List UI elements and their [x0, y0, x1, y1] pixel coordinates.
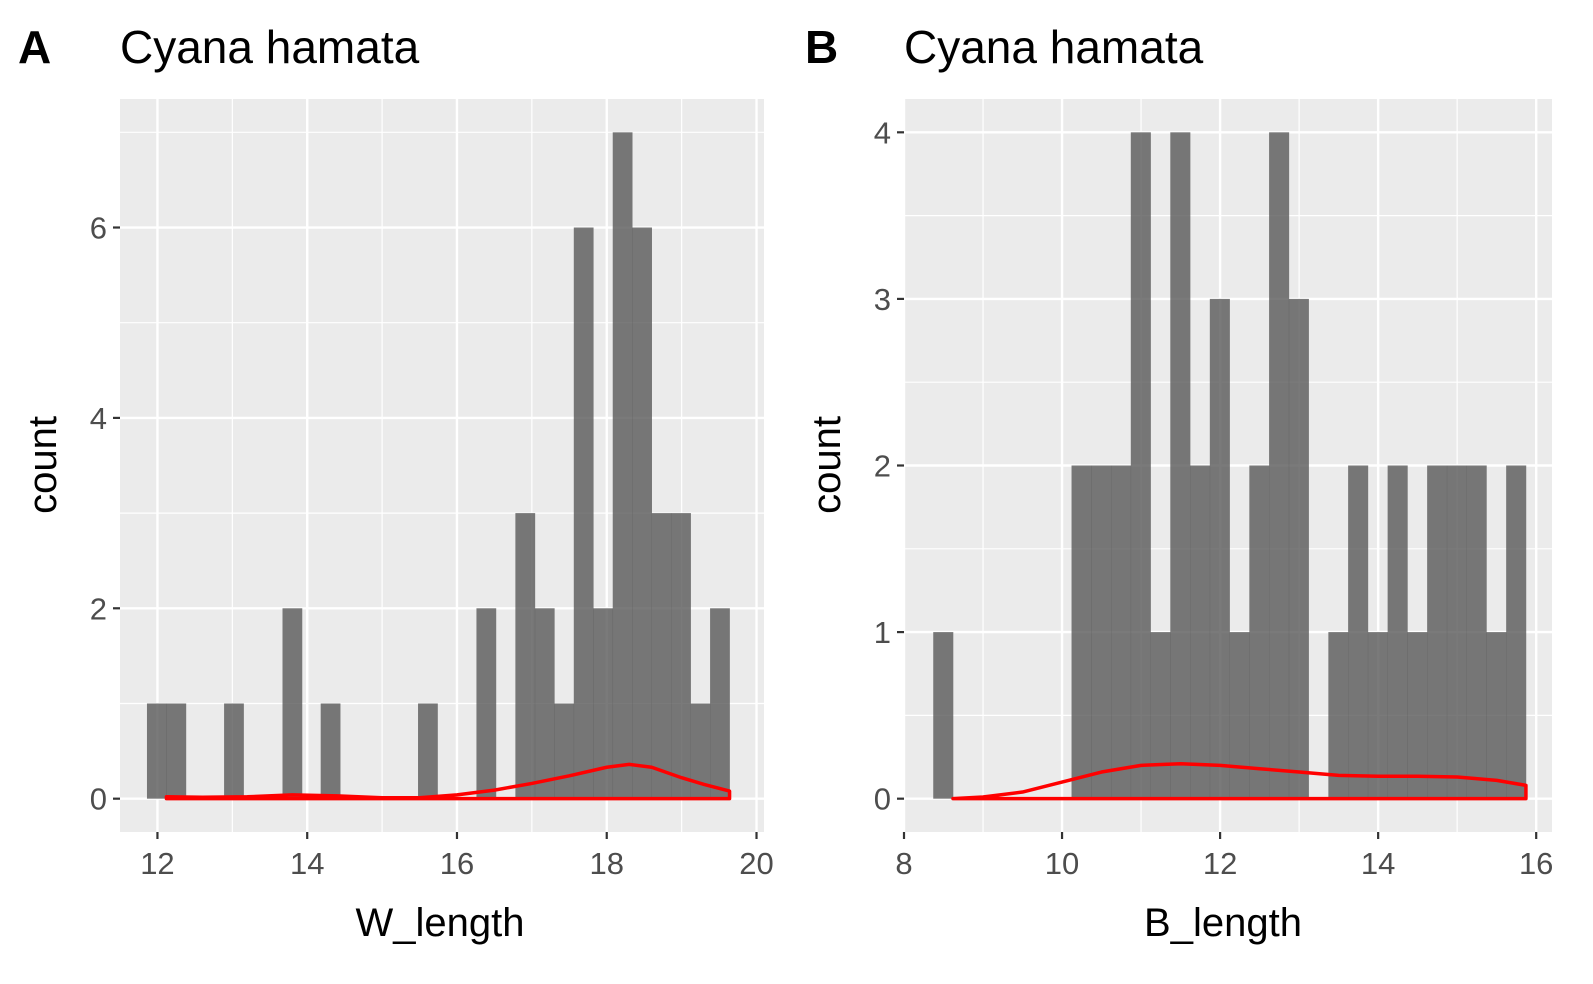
panel-b-histogram-bar [1170, 132, 1191, 799]
panel-b-density [951, 761, 1528, 801]
panel-a-histogram-bar [166, 703, 187, 799]
panel-b-histogram-bar [1209, 298, 1230, 799]
panel-b-y-axis-title: count [805, 416, 849, 514]
panel-a-histogram-bar [554, 703, 575, 799]
panel-b-histogram-bar [1407, 632, 1428, 799]
panel-a-histogram-bar [418, 703, 438, 799]
panel-a-histogram-bar [593, 608, 614, 799]
panel-b-histogram-bar [1367, 632, 1388, 799]
panel-b-histogram-bar [1130, 132, 1151, 799]
panel-a-x-tick-label: 16 [440, 846, 474, 881]
panel-a: A Cyana hamata 12 14 16 18 20 0 2 4 6 W_length c… [18, 21, 774, 945]
panel-a-histogram-bar [224, 703, 244, 799]
panel-b-x-tick-label: 8 [895, 846, 912, 881]
panel-b-y-tick-label: 0 [874, 782, 891, 817]
panel-b-histogram-bar [933, 632, 954, 799]
panel-a-y-tick-label: 4 [90, 401, 107, 436]
panel-a-bars [146, 132, 730, 799]
panel-a-histogram-bar [632, 227, 652, 799]
panel-b-histogram-bar [1269, 132, 1290, 799]
panel-a-letter: A [18, 21, 51, 73]
panel-a-x-tick-label: 14 [290, 846, 324, 881]
panel-a-histogram-bar [320, 703, 341, 799]
panel-a-histogram-bar [690, 703, 711, 799]
panel-b-histogram-bar [1150, 632, 1171, 799]
panel-b-y-tick-label: 4 [874, 115, 891, 150]
panel-b-histogram-bar [1486, 632, 1507, 799]
panel-a-y-tick-label: 6 [90, 211, 107, 246]
panel-b-letter: B [805, 21, 838, 73]
panel-b-histogram-bar [1111, 465, 1132, 799]
panel-b-y-tick-label: 2 [874, 449, 891, 484]
panel-a-density [164, 762, 732, 801]
panel-a-histogram-bar [282, 608, 303, 799]
panel-a-x-axis-title: W_length [356, 901, 525, 945]
panel-b-title: Cyana hamata [904, 21, 1204, 73]
panel-a-histogram-bar [671, 513, 691, 799]
panel-a-histogram-bar [476, 608, 497, 799]
panel-a-y-axis-title: count [21, 416, 65, 514]
panel-b-histogram-bar [1427, 465, 1448, 799]
panel-b-histogram-bar [1328, 632, 1349, 799]
panel-a-histogram-bar [710, 608, 730, 799]
panel-b-histogram-bar [1387, 465, 1408, 799]
panel-a-histogram-bar [651, 513, 672, 799]
panel-b-histogram-bar [1071, 465, 1092, 799]
panel-a-x-tick-label: 18 [590, 846, 624, 881]
panel-a-axis-ticks: 12 14 16 18 20 0 2 4 6 [90, 211, 774, 881]
panel-b-x-tick-label: 14 [1361, 846, 1395, 881]
panel-b-histogram-bar [1506, 465, 1527, 799]
panel-b-x-tick-label: 10 [1045, 846, 1079, 881]
panel-b-bars [933, 132, 1527, 799]
panel-a-y-tick-label: 2 [90, 591, 107, 626]
panel-b-histogram-bar [1446, 465, 1467, 799]
panel-b-x-tick-label: 12 [1203, 846, 1237, 881]
panel-b-histogram-bar [1249, 465, 1270, 799]
panel-b-histogram-bar [1348, 465, 1369, 799]
panel-a-x-tick-label: 12 [140, 846, 174, 881]
panel-b-density-curve [951, 761, 1528, 801]
panel-a-title: Cyana hamata [120, 21, 420, 73]
panel-a-x-tick-label: 20 [739, 846, 773, 881]
panel-a-histogram-bar [146, 703, 167, 799]
panel-b-histogram-bar [1190, 465, 1211, 799]
panel-b-x-axis-title: B_length [1144, 901, 1302, 945]
panel-b-y-tick-label: 1 [874, 615, 891, 650]
panel-b-histogram-bar [1091, 465, 1112, 799]
panel-a-y-tick-label: 0 [90, 782, 107, 817]
panel-b-histogram-bar [1288, 298, 1309, 799]
panel-b-y-tick-label: 3 [874, 282, 891, 317]
panel-a-density-curve [164, 762, 732, 801]
panel-b-histogram-bar [1466, 465, 1487, 799]
panel-a-histogram-bar [612, 132, 633, 799]
panel-b-histogram-bar [1229, 632, 1250, 799]
panel-a-histogram-bar [534, 608, 555, 799]
panel-a-histogram-bar [573, 227, 594, 799]
panel-b-x-tick-label: 16 [1519, 846, 1553, 881]
panel-a-histogram-bar [515, 513, 536, 799]
